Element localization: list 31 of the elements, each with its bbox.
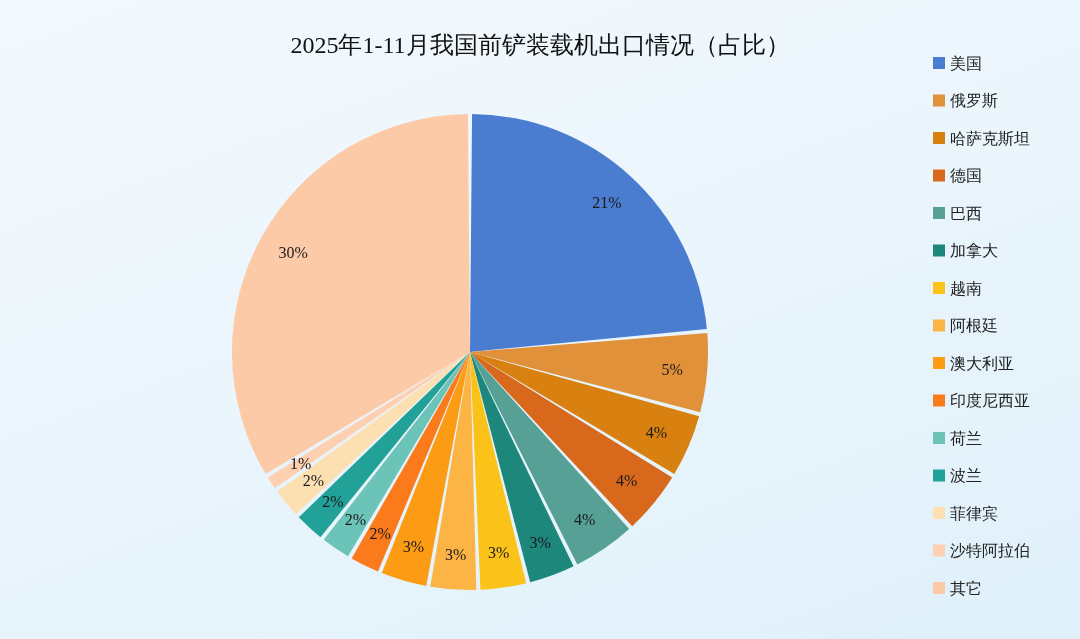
data-label: 3% bbox=[529, 533, 551, 551]
legend-label: 德国 bbox=[950, 167, 982, 184]
data-label: 4% bbox=[573, 510, 596, 528]
data-label: 2% bbox=[302, 472, 324, 490]
legend-label: 阿根廷 bbox=[950, 317, 998, 334]
data-label: 2% bbox=[322, 493, 344, 511]
legend-label: 俄罗斯 bbox=[950, 92, 998, 109]
data-label: 21% bbox=[592, 193, 622, 211]
legend-label: 越南 bbox=[950, 279, 982, 297]
data-label: 5% bbox=[661, 361, 683, 379]
data-label: 4% bbox=[645, 423, 668, 441]
legend-label: 澳大利亚 bbox=[950, 354, 1014, 372]
legend-label: 印度尼西亚 bbox=[950, 392, 1030, 409]
data-label: 4% bbox=[616, 472, 638, 490]
legend-label: 波兰 bbox=[950, 467, 982, 484]
data-label: 2% bbox=[369, 525, 391, 543]
legend-label: 巴西 bbox=[950, 204, 982, 222]
legend-label: 其它 bbox=[950, 579, 982, 597]
legend-label: 哈萨克斯坦 bbox=[950, 129, 1030, 147]
data-label: 3% bbox=[445, 545, 467, 563]
legend-label: 菲律宾 bbox=[950, 504, 998, 522]
legend-label: 沙特阿拉伯 bbox=[950, 542, 1030, 559]
data-label: 1% bbox=[289, 455, 312, 473]
legend-label: 加拿大 bbox=[950, 242, 998, 259]
data-label: 30% bbox=[278, 244, 308, 262]
data-label: 3% bbox=[402, 538, 425, 556]
legend-label: 荷兰 bbox=[950, 429, 982, 447]
data-label: 2% bbox=[344, 510, 367, 528]
data-label: 3% bbox=[487, 544, 510, 562]
chart-title: 2025年1-11月我国前铲装载机出口情况（占比） bbox=[290, 32, 790, 58]
legend-label: 美国 bbox=[950, 54, 982, 72]
